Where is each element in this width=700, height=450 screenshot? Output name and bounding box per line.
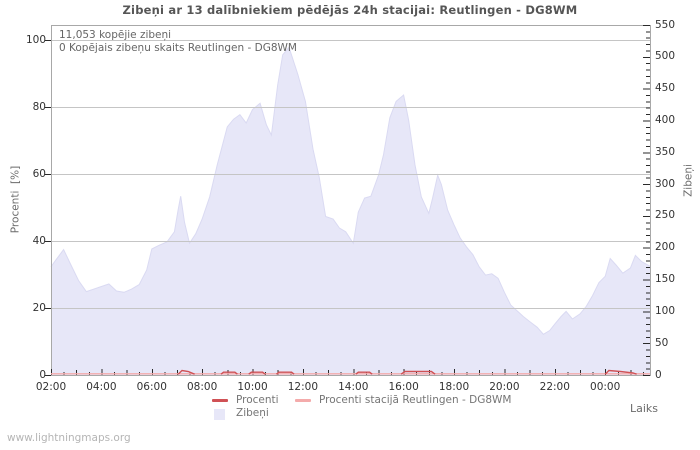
zibeni-area (51, 47, 650, 376)
left-axis-title: Procenti [%] (9, 165, 22, 234)
procenti-line-segment (355, 371, 373, 375)
right-tick-label: 100 (655, 304, 676, 317)
right-tick-label: 250 (655, 209, 676, 222)
legend-station-label: Procenti stacijā Reutlingen - DG8WM (319, 394, 512, 406)
right-tick-label: 450 (655, 82, 676, 95)
right-tick-label: 500 (655, 50, 676, 63)
plot-frame (51, 25, 651, 376)
right-tick-label: 0 (655, 368, 662, 381)
chart-title: Zibeņi ar 13 dalībniekiem pēdējās 24h st… (122, 3, 578, 17)
left-tick-label: 40 (32, 234, 46, 247)
right-tick-label: 550 (655, 18, 676, 31)
station-strikes-annotation: 0 Kopējais zibeņu skaits Reutlingen - DG… (59, 42, 297, 54)
left-tick-label: 80 (32, 100, 46, 113)
procenti-line-segment (248, 371, 266, 375)
watermark: www.lightningmaps.org (7, 432, 131, 444)
right-tick-label: 150 (655, 273, 676, 286)
procenti-line-segment (604, 369, 637, 375)
procenti-line-segment (220, 371, 238, 375)
legend-procenti-label: Procenti (236, 394, 279, 406)
right-tick-label: 300 (655, 177, 676, 190)
procenti-line-segment (275, 371, 295, 375)
zibeni-area-edge (50, 46, 651, 335)
left-tick-label: 0 (39, 368, 46, 381)
right-tick-label: 200 (655, 241, 676, 254)
x-tick-label: 02:00 (35, 381, 67, 393)
procenti-line-segment (400, 370, 436, 375)
x-tick-label: 00:00 (590, 381, 621, 393)
procenti-line-segment (177, 369, 195, 375)
x-tick-label: 22:00 (539, 381, 570, 393)
left-tick-label: 60 (32, 167, 46, 180)
x-tick-label: 10:00 (237, 381, 268, 393)
x-tick-label: 16:00 (388, 381, 419, 393)
x-tick-label: 04:00 (86, 381, 117, 393)
legend-procenti-swatch (212, 399, 228, 402)
x-tick-label: 14:00 (338, 381, 369, 393)
right-tick-label: 400 (655, 113, 676, 126)
right-tick-label: 350 (655, 145, 676, 158)
left-tick-label: 20 (32, 301, 46, 314)
x-tick-label: 12:00 (287, 381, 319, 393)
legend-zibeni-swatch (214, 409, 225, 420)
right-tick-label: 50 (655, 336, 669, 349)
x-tick-label: 18:00 (438, 381, 470, 393)
x-tick-label: 20:00 (489, 381, 520, 393)
legend-zibeni-label: Zibeņi (236, 407, 269, 419)
left-tick-label: 100 (25, 33, 46, 46)
total-strikes-annotation: 11,053 kopējie zibeņi (59, 29, 172, 41)
x-tick-label: 06:00 (136, 381, 167, 393)
x-tick-label: 08:00 (186, 381, 218, 393)
x-axis-title: Laiks (629, 402, 658, 415)
legend-station-swatch (295, 399, 311, 402)
